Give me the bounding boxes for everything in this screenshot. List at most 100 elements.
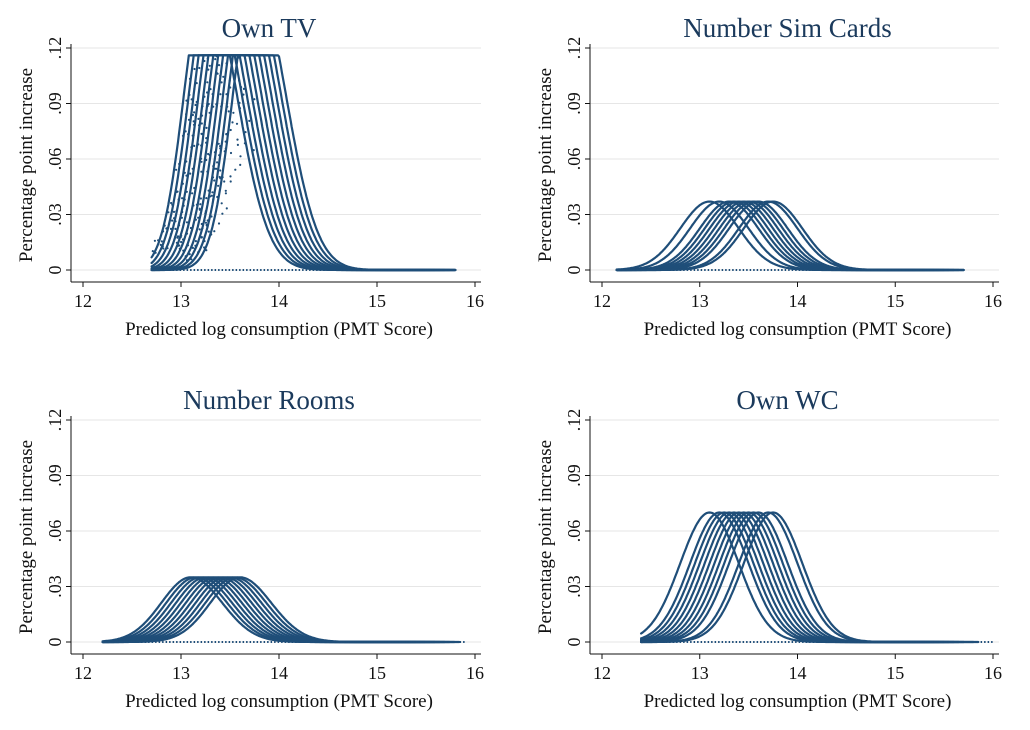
scatter-point (225, 62, 228, 65)
scatter-point (160, 240, 163, 243)
scatter-point (200, 122, 203, 125)
scatter-point (224, 147, 227, 150)
scatter-point (206, 57, 209, 60)
scatter-point (213, 179, 216, 182)
scatter-point (194, 115, 197, 118)
scatter-point (166, 247, 169, 250)
scatter-point (222, 54, 225, 57)
scatter-point (238, 101, 241, 104)
scatter-point (215, 71, 218, 74)
curves (615, 200, 965, 272)
scatter-point (201, 105, 204, 108)
scatter-point (220, 105, 223, 108)
scatter-point (184, 255, 187, 258)
scatter-point (203, 95, 206, 98)
scatter-point (181, 210, 184, 214)
scatter-point (231, 121, 234, 124)
scatter-point (219, 145, 222, 148)
scatter-point (197, 240, 200, 243)
scatter-point (218, 175, 221, 179)
scatter-point (205, 197, 208, 200)
scatter-point (190, 258, 193, 261)
x-tick-label: 15 (886, 663, 904, 683)
scatter-point (203, 127, 206, 130)
scatter-point (228, 79, 231, 82)
scatter-point (205, 109, 208, 112)
scatter-point (194, 218, 197, 221)
scatter-point (227, 110, 230, 113)
scatter-point (226, 54, 229, 57)
scatter-point (191, 113, 194, 117)
scatter-point (215, 103, 218, 106)
scatter-point (229, 54, 232, 57)
scatter-point (207, 68, 210, 71)
panel-2: Number Sim Cards 0 .03 .06 .09 .12 12 13 14 15 16 P… (535, 13, 1002, 340)
y-tick-label: .12 (564, 37, 584, 60)
scatter-point (183, 167, 186, 171)
scatter-point (229, 151, 233, 155)
scatter-point (221, 212, 224, 215)
panel-1: Own TV 0 .03 .06 .09 .12 12 13 14 15 16 Predicted l… (16, 13, 484, 340)
scatter-point (185, 113, 188, 116)
scatter-point (242, 87, 245, 90)
scatter-point (176, 235, 180, 238)
scatter-point (225, 132, 228, 136)
scatter-point (239, 155, 242, 158)
scatter-point (237, 56, 240, 59)
scatter-point (185, 160, 188, 163)
y-tick-label: .06 (45, 148, 65, 171)
scatter-point (247, 54, 250, 57)
x-tick-label: 15 (886, 291, 904, 311)
scatter-point (203, 240, 206, 243)
scatter-point (172, 210, 176, 213)
scatter-point (188, 253, 191, 256)
scatter-point (243, 142, 246, 145)
y-axis-title: Percentage point increase (16, 440, 37, 634)
scatter-point (194, 240, 197, 243)
scatter-point (178, 247, 181, 250)
scatter-point (154, 251, 157, 254)
y-tick-label: 0 (45, 638, 65, 647)
scatter-point (187, 133, 190, 136)
scatter-point (201, 54, 204, 57)
scatter-point (180, 240, 183, 244)
series-curve (639, 511, 956, 644)
scatter-point (193, 67, 196, 71)
scatter-point (213, 151, 216, 154)
scatter-point (184, 130, 187, 133)
x-tick-label: 15 (368, 663, 386, 683)
scatter-point (171, 219, 174, 222)
scatter-point (203, 123, 206, 126)
y-tick-label: .03 (564, 575, 584, 598)
x-tick-label: 13 (172, 291, 190, 311)
scatter-point (185, 174, 188, 177)
scatter-point (224, 192, 227, 195)
scatter-point (185, 99, 188, 102)
scatter-point (183, 171, 186, 174)
y-tick-label: 0 (564, 638, 584, 647)
scatter-point (209, 88, 212, 91)
x-tick-label: 15 (368, 291, 386, 311)
scatter-point (200, 144, 203, 147)
scatter-point (159, 243, 162, 246)
series-curve (150, 54, 456, 272)
y-tick-label: .06 (564, 148, 584, 171)
scatter-point (177, 198, 180, 201)
scatter-point (200, 160, 203, 163)
scatter-point (217, 222, 221, 225)
scatter-point (229, 180, 232, 183)
scatter-point (205, 137, 208, 140)
y-tick-label: .12 (45, 37, 65, 60)
scatter-point (231, 54, 234, 57)
y-axis-title: Percentage point increase (535, 440, 556, 634)
scatter-point (216, 161, 219, 164)
scatter-point (244, 131, 247, 134)
y-tick-label: 0 (564, 266, 584, 275)
scatter-point (253, 98, 256, 101)
scatter-point (203, 219, 206, 222)
scatter-point (200, 157, 203, 160)
scatter-point (193, 111, 196, 114)
scatter-point (238, 79, 241, 82)
x-tick-label: 16 (984, 663, 1002, 683)
